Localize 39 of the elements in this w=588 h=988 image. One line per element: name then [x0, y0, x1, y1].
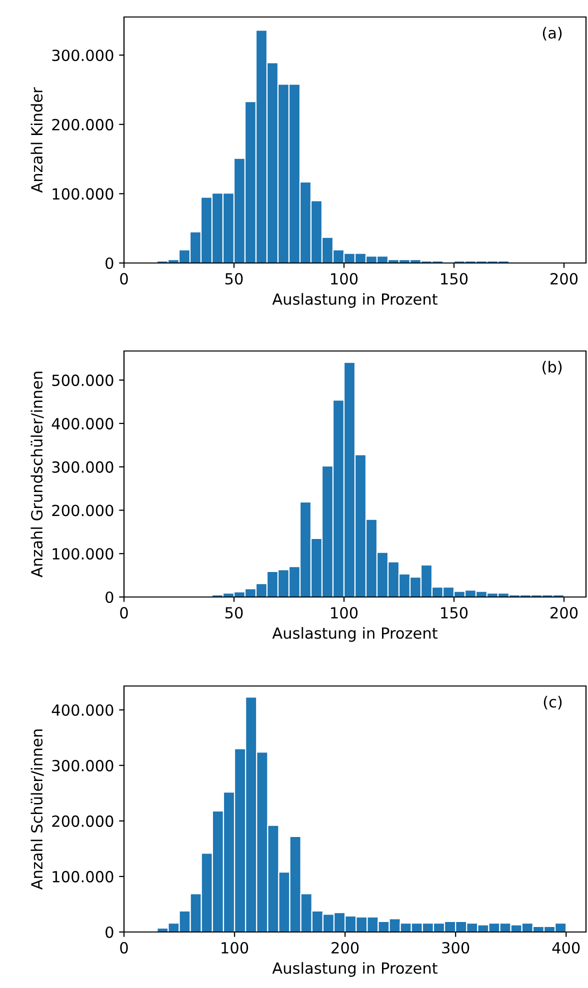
x-tick-label: 200: [332, 942, 359, 954]
x-tick-label: 50: [225, 272, 243, 285]
annotation: (b): [542, 360, 562, 374]
y-tick-label: 100.000: [52, 870, 114, 882]
y-tick-label: 300.000: [52, 461, 114, 473]
y-tick-label: 0: [106, 591, 114, 604]
y-axis-title: Anzahl Grundschüler/innen: [30, 372, 44, 578]
y-tick-label: 200.000: [52, 118, 114, 130]
y-tick-label: 100.000: [52, 188, 114, 200]
x-tick-label: 0: [120, 942, 128, 954]
y-tick-label: 200.000: [52, 504, 114, 516]
annotation: (a): [542, 26, 562, 40]
x-tick-label: 150: [441, 272, 468, 285]
y-tick-label: 0: [106, 926, 114, 938]
x-axis-title: Auslastung in Prozent: [272, 627, 438, 642]
x-tick-label: 0: [120, 606, 128, 619]
y-tick-label: 0: [106, 257, 114, 270]
y-tick-label: 200.000: [52, 815, 114, 827]
y-tick-label: 400.000: [52, 704, 114, 716]
y-tick-label: 300.000: [52, 760, 114, 772]
x-tick-label: 300: [442, 942, 470, 954]
x-tick-label: 150: [441, 606, 468, 619]
y-axis-title: Anzahl Schüler/innen: [30, 730, 44, 890]
x-tick-label: 200: [550, 272, 578, 285]
x-tick-label: 100: [222, 942, 248, 954]
x-tick-label: 0: [120, 272, 128, 285]
y-tick-label: 100.000: [52, 548, 114, 560]
x-tick-label: 400: [552, 942, 580, 954]
x-tick-label: 100: [331, 606, 358, 619]
x-tick-label: 200: [550, 606, 578, 619]
y-axis-title: Anzahl Kinder: [30, 87, 43, 193]
annotation: (c): [544, 696, 562, 710]
x-axis-title: Auslastung in Prozent: [272, 962, 438, 977]
x-tick-label: 100: [331, 272, 358, 285]
y-tick-label: 500.000: [52, 374, 114, 386]
x-axis-title: Auslastung in Prozent: [272, 293, 438, 308]
x-tick-label: 50: [225, 606, 243, 619]
y-tick-label: 300.000: [52, 50, 114, 62]
y-tick-label: 400.000: [52, 418, 114, 430]
